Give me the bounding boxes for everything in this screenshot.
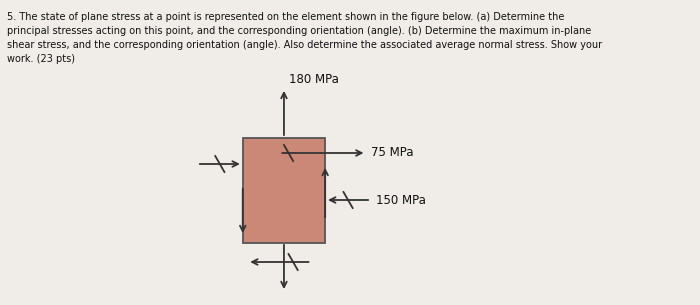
Text: 180 MPa: 180 MPa <box>288 73 338 86</box>
Text: work. (23 pts): work. (23 pts) <box>7 54 76 64</box>
Text: 150 MPa: 150 MPa <box>375 193 426 206</box>
Text: shear stress, and the corresponding orientation (angle). Also determine the asso: shear stress, and the corresponding orie… <box>7 40 603 50</box>
Bar <box>243 138 326 242</box>
Text: principal stresses acting on this point, and the corresponding orientation (angl: principal stresses acting on this point,… <box>7 26 592 36</box>
Text: 5. The state of plane stress at a point is represented on the element shown in t: 5. The state of plane stress at a point … <box>7 12 565 22</box>
Text: 75 MPa: 75 MPa <box>371 146 414 160</box>
